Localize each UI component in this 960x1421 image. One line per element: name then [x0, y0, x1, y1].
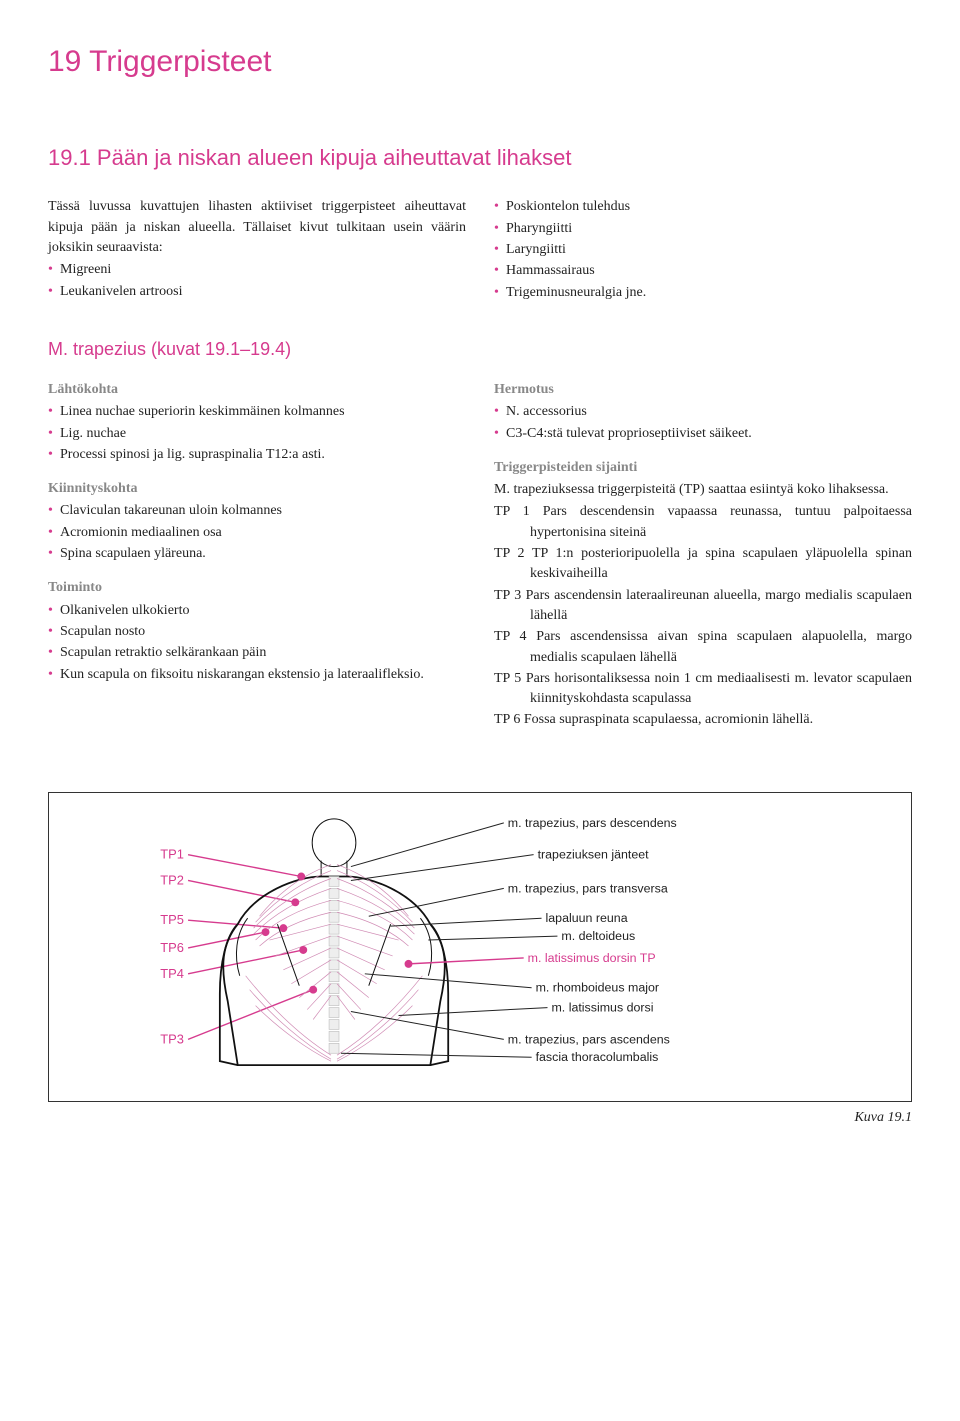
tp-item: TP 6 Fossa supraspinata scapulaessa, acr…: [494, 710, 912, 730]
chapter-title: 19 Triggerpisteet: [48, 40, 912, 84]
section-title: 19.1 Pään ja niskan alueen kipuja aiheut…: [48, 142, 912, 174]
tp5-label: TP5: [160, 912, 184, 927]
group-heading: Hermotus: [494, 380, 912, 400]
tp-text: TP 1:n posterioripuolella ja spina scapu…: [530, 546, 912, 581]
tp-label: TP 6: [494, 712, 520, 727]
label-pars-descendens: m. trapezius, pars descendens: [508, 816, 677, 830]
tp-text: Pars horisontaliksessa noin 1 cm mediaal…: [526, 671, 912, 706]
g3-list: Olkanivelen ulkokierto Scapulan nosto Sc…: [48, 601, 466, 685]
tp-item: TP 3 Pars ascendensin lateraalireunan al…: [494, 586, 912, 627]
tp-item: TP 4 Pars ascendensissa aivan spina scap…: [494, 627, 912, 668]
list-item: Processi spinosi ja lig. supraspinalia T…: [48, 445, 466, 465]
intro-para: Tässä luvussa kuvattujen lihasten aktiiv…: [48, 197, 466, 258]
group-heading: Lähtökohta: [48, 380, 466, 400]
group-heading: Toiminto: [48, 578, 466, 598]
tp-label: TP 2: [494, 546, 525, 561]
list-item: Laryngiitti: [494, 240, 912, 260]
subsection-title: M. trapezius (kuvat 19.1–19.4): [48, 336, 912, 362]
tp-item: TP 5 Pars horisontaliksessa noin 1 cm me…: [494, 669, 912, 710]
label-latissimus-tp: m. latissimus dorsin TP: [528, 951, 656, 965]
label-trapezius-janteet: trapeziuksen jänteet: [538, 847, 650, 861]
figure-caption: Kuva 19.1: [48, 1108, 912, 1128]
list-item: Pharyngiitti: [494, 219, 912, 239]
list-item: C3-C4:stä tulevat proprioseptiiviset säi…: [494, 424, 912, 444]
tp4-label: TP4: [160, 965, 184, 980]
g2-list: Claviculan takareunan uloin kolmannes Ac…: [48, 501, 466, 564]
group-heading: Triggerpisteiden sijainti: [494, 458, 912, 478]
list-item: Trigeminusneuralgia jne.: [494, 283, 912, 303]
list-item: Kun scapula on fiksoitu niskarangan ekst…: [48, 665, 466, 685]
intro-columns: Tässä luvussa kuvattujen lihasten aktiiv…: [48, 197, 912, 303]
list-item: Spina scapulaen yläreuna.: [48, 544, 466, 564]
tp-intro-para: M. trapeziuksessa triggerpisteitä (TP) s…: [494, 480, 912, 500]
tp-label: TP 1: [494, 504, 530, 519]
tp-text: Pars descendensin vapaassa reunassa, tun…: [530, 504, 912, 539]
anatomy-diagram: TP1 TP2 TP5 TP6 TP4 TP3: [63, 807, 893, 1087]
tp-list: TP 1 Pars descendensin vapaassa reunassa…: [494, 502, 912, 730]
label-fascia: fascia thoracolumbalis: [536, 1050, 659, 1064]
figure-box: TP1 TP2 TP5 TP6 TP4 TP3: [48, 792, 912, 1102]
tp2-label: TP2: [160, 872, 184, 887]
tp-text: Fossa supraspinata scapulaessa, acromion…: [524, 712, 813, 727]
list-item: Acromionin mediaalinen osa: [48, 523, 466, 543]
g1-list: Linea nuchae superiorin keskimmäinen kol…: [48, 402, 466, 465]
label-pars-ascendens: m. trapezius, pars ascendens: [508, 1032, 670, 1046]
tp-label: TP 3: [494, 588, 521, 603]
list-item: Scapulan retraktio selkärankaan päin: [48, 643, 466, 663]
label-rhomboideus: m. rhomboideus major: [536, 980, 659, 994]
list-item: Leukanivelen artroosi: [48, 282, 466, 302]
hermotus-list: N. accessorius C3-C4:stä tulevat proprio…: [494, 402, 912, 444]
intro-left: Tässä luvussa kuvattujen lihasten aktiiv…: [48, 197, 466, 303]
label-deltoideus: m. deltoideus: [561, 929, 635, 943]
left-column: Lähtökohta Linea nuchae superiorin keski…: [48, 380, 466, 732]
anatomy-back-illustration: [220, 819, 448, 1065]
tp-item: TP 2 TP 1:n posterioripuolella ja spina …: [494, 544, 912, 585]
tp1-label: TP1: [160, 846, 184, 861]
tp-text: Pars ascendensissa aivan spina scapulaen…: [530, 629, 912, 664]
body-columns: Lähtökohta Linea nuchae superiorin keski…: [48, 380, 912, 732]
list-item: Linea nuchae superiorin keskimmäinen kol…: [48, 402, 466, 422]
tp6-label: TP6: [160, 940, 184, 955]
intro-left-list: Migreeni Leukanivelen artroosi: [48, 260, 466, 302]
tp-item: TP 1 Pars descendensin vapaassa reunassa…: [494, 502, 912, 543]
tp-label: TP 5: [494, 671, 521, 686]
group-heading: Kiinnityskohta: [48, 479, 466, 499]
list-item: Claviculan takareunan uloin kolmannes: [48, 501, 466, 521]
list-item: Migreeni: [48, 260, 466, 280]
list-item: Poskiontelon tulehdus: [494, 197, 912, 217]
label-latissimus-dorsi: m. latissimus dorsi: [551, 1000, 653, 1014]
list-item: Olkanivelen ulkokierto: [48, 601, 466, 621]
tp-label: TP 4: [494, 629, 527, 644]
intro-right-list: Poskiontelon tulehdus Pharyngiitti Laryn…: [494, 197, 912, 302]
tp3-label: TP3: [160, 1031, 184, 1046]
list-item: Scapulan nosto: [48, 622, 466, 642]
list-item: Lig. nuchae: [48, 424, 466, 444]
list-item: N. accessorius: [494, 402, 912, 422]
right-column: Hermotus N. accessorius C3-C4:stä tuleva…: [494, 380, 912, 732]
list-item: Hammassairaus: [494, 261, 912, 281]
label-pars-transversa: m. trapezius, pars transversa: [508, 881, 668, 895]
tp-text: Pars ascendensin lateraalireunan alueell…: [526, 588, 912, 623]
label-lapaluun-reuna: lapaluun reuna: [546, 911, 628, 925]
intro-right: Poskiontelon tulehdus Pharyngiitti Laryn…: [494, 197, 912, 303]
